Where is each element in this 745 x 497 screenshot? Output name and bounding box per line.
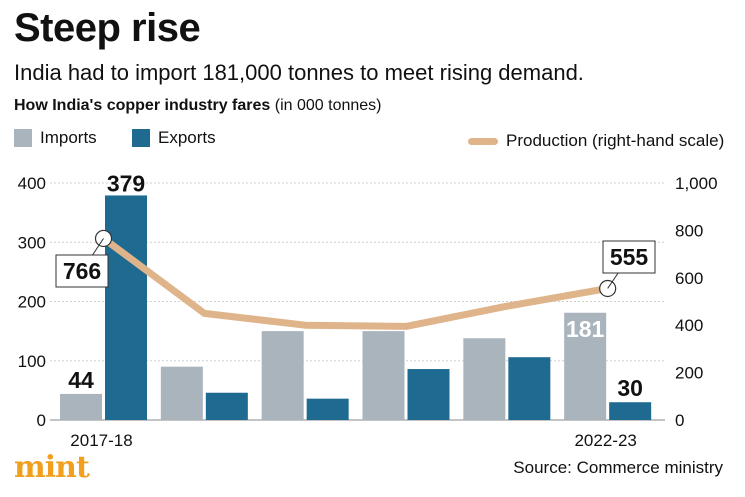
callout-label: 766 — [63, 258, 101, 284]
y-tick-left: 200 — [18, 293, 46, 312]
exports-bar — [508, 357, 551, 420]
exports-swatch — [132, 129, 150, 147]
caption-bold: How India's copper industry fares — [14, 97, 271, 114]
mint-logo: mint — [14, 450, 90, 485]
imports-swatch — [14, 129, 32, 147]
y-tick-left: 300 — [18, 233, 46, 252]
exports-bar — [306, 398, 349, 420]
source-note: Source: Commerce ministry — [513, 458, 723, 477]
production-swatch — [468, 137, 498, 145]
imports-bar — [261, 331, 304, 420]
imports-bar — [463, 338, 506, 420]
y-tick-left: 0 — [37, 411, 46, 430]
y-tick-left: 400 — [18, 174, 46, 193]
y-tick-right: 400 — [675, 316, 703, 335]
callout-label: 555 — [610, 244, 649, 270]
production-line — [100, 234, 612, 330]
exports-bar — [105, 195, 147, 420]
y-tick-right: 200 — [675, 364, 703, 383]
imports-bar — [564, 312, 607, 420]
callout-box — [55, 254, 109, 288]
data-label: 44 — [68, 367, 94, 393]
legend-exports: Exports — [132, 128, 216, 148]
y-tick-right: 800 — [675, 221, 703, 240]
chart-title: Steep rise — [14, 6, 201, 50]
legend-production-label: Production (right-hand scale) — [506, 131, 725, 150]
exports-bar — [407, 369, 450, 420]
chart-caption: How India's copper industry fares (in 00… — [14, 97, 382, 115]
legend-exports-label: Exports — [158, 128, 216, 147]
chart-subtitle: India had to import 181,000 tonnes to me… — [14, 60, 584, 85]
exports-bar — [205, 392, 248, 420]
caption-units: (in 000 tonnes) — [270, 97, 382, 114]
x-tick-label: 2017-18 — [70, 431, 132, 450]
legend-production: Production (right-hand scale) — [468, 131, 724, 151]
imports-bar — [362, 331, 405, 420]
y-tick-right: 1,000 — [675, 174, 718, 193]
data-label: 379 — [107, 170, 145, 196]
exports-bar — [609, 402, 652, 420]
y-tick-left: 100 — [18, 352, 46, 371]
callout-box — [602, 240, 656, 274]
legend-imports: Imports — [14, 128, 97, 148]
y-tick-right: 0 — [675, 411, 684, 430]
imports-bar — [60, 393, 102, 420]
x-tick-label: 2022-23 — [574, 431, 636, 450]
data-label: 181 — [566, 316, 605, 342]
data-label: 30 — [617, 375, 643, 401]
imports-bar — [160, 366, 203, 420]
legend-imports-label: Imports — [40, 128, 97, 147]
y-tick-right: 600 — [675, 269, 703, 288]
